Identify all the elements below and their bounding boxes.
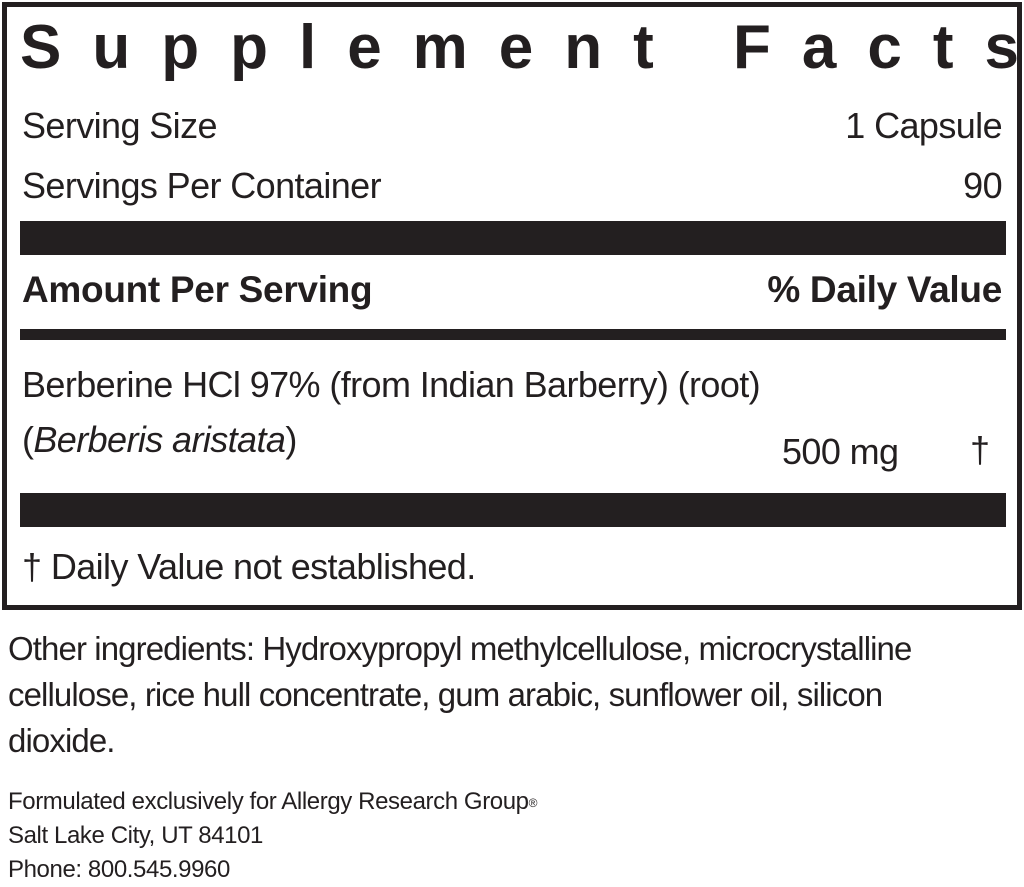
paren: ( (22, 419, 34, 460)
serving-size-value: 1 Capsule (845, 105, 1002, 146)
ingredient-amount: 500 mg (782, 431, 899, 472)
serving-size-label: Serving Size (22, 105, 218, 146)
paren: ) (285, 419, 297, 460)
registered-mark: ® (528, 796, 538, 810)
servings-per-container-value: 90 (963, 165, 1002, 206)
latin-name: Berberis aristata (33, 419, 286, 460)
medium-divider (20, 329, 1006, 340)
supplement-facts-panel (2, 2, 1022, 610)
other-ingredients-line: Other ingredients: Hydroxypropyl methylc… (8, 630, 912, 667)
company-name: Formulated exclusively for Allergy Resea… (8, 788, 529, 815)
footnote: † Daily Value not established. (22, 546, 476, 587)
ingredient-dv: † (970, 429, 990, 470)
ingredient-name: Berberine HCl 97% (from Indian Barberry)… (22, 364, 761, 405)
company-address: Salt Lake City, UT 84101 (8, 822, 263, 849)
other-ingredients-line: cellulose, rice hull concentrate, gum ar… (8, 676, 883, 713)
amount-per-serving-header: Amount Per Serving (22, 269, 373, 310)
ingredient-latin-name: (Berberis aristata) (22, 418, 297, 462)
thick-divider (20, 493, 1006, 527)
panel-title: Supplement Facts (20, 13, 1024, 82)
thick-divider (20, 221, 1006, 255)
servings-per-container-label: Servings Per Container (22, 165, 382, 206)
other-ingredients-line: dioxide. (8, 722, 115, 759)
company-line: Formulated exclusively for Allergy Resea… (8, 784, 538, 819)
daily-value-header: % Daily Value (767, 269, 1002, 310)
company-phone: Phone: 800.545.9960 (8, 856, 230, 883)
